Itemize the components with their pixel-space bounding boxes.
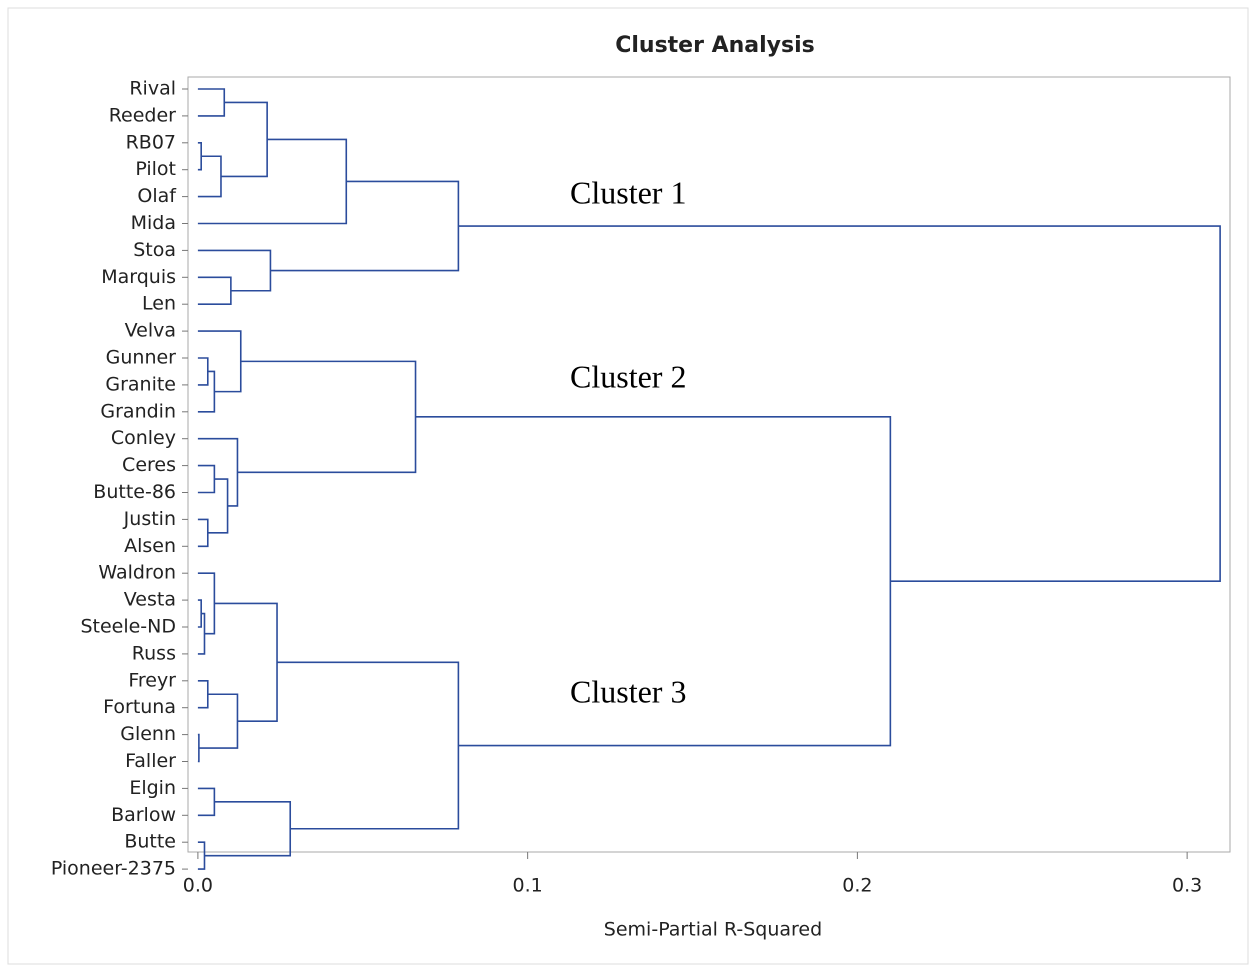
leaf-label: Ceres [122, 454, 176, 476]
leaf-label: Glenn [120, 723, 176, 745]
dendrogram-link [197, 518, 209, 548]
leaf-label: Pilot [135, 158, 176, 180]
chart-title: Cluster Analysis [615, 33, 815, 58]
x-axis-label: Semi-Partial R-Squared [604, 919, 822, 941]
dendrogram-link [220, 101, 268, 178]
dendrogram-link [214, 602, 278, 722]
leaf-label: Fortuna [103, 696, 176, 718]
leaf-label: Faller [125, 750, 176, 772]
leaf-label: Rival [129, 78, 176, 100]
leaf-label: Freyr [128, 669, 176, 691]
dendrogram-link [197, 437, 239, 507]
dendrogram-link [207, 478, 229, 534]
dendrogram-link [197, 572, 216, 635]
dendrogram-link [197, 357, 209, 386]
dendrogram-link [237, 360, 417, 474]
leaf-label: Gunner [106, 347, 177, 369]
dendrogram-link [270, 180, 460, 272]
dendrogram-link [197, 249, 272, 292]
leaf-label: Waldron [98, 562, 176, 584]
leaf-label: Pioneer-2375 [51, 858, 176, 880]
cluster-annotation: Cluster 1 [570, 174, 686, 210]
leaf-label: Barlow [111, 804, 176, 826]
leaf-label: Olaf [137, 185, 177, 207]
leaf-label: Mida [131, 212, 176, 234]
leaf-label: Justin [123, 508, 176, 530]
plot-frame [187, 76, 1231, 853]
x-tick-label: 0.2 [842, 875, 872, 897]
leaf-label: Elgin [129, 777, 176, 799]
leaf-label: Velva [125, 320, 176, 342]
leaf-label: Reeder [109, 104, 176, 126]
dendrogram-link [458, 225, 1221, 582]
dendrogram-link [197, 464, 216, 494]
cluster-annotation: Cluster 2 [570, 358, 686, 394]
leaf-label: Butte [124, 831, 176, 853]
x-tick-label: 0.1 [513, 875, 543, 897]
leaf-label: Conley [111, 427, 176, 449]
leaf-label: Marquis [101, 266, 176, 288]
leaf-label: RB07 [126, 131, 176, 153]
dendrogram-link [197, 680, 209, 709]
dendrogram-link [277, 661, 460, 830]
x-tick-label: 0.3 [1172, 875, 1202, 897]
leaf-label: Butte-86 [93, 481, 176, 503]
leaf-label: Vesta [124, 589, 176, 611]
leaf-label: Len [142, 293, 176, 315]
leaf-label: Granite [105, 373, 176, 395]
leaf-label: Steele-ND [80, 616, 176, 638]
dendrogram-link [197, 88, 226, 117]
dendrogram-link [197, 276, 232, 305]
dendrogram-link [197, 330, 242, 393]
dendrogram-link [198, 693, 239, 749]
leaf-label: Alsen [124, 535, 176, 557]
outer-border [7, 7, 1249, 965]
leaf-label: Russ [132, 642, 176, 664]
dendrogram-link [197, 733, 200, 763]
leaf-label: Stoa [133, 239, 176, 261]
cluster-annotation: Cluster 3 [570, 673, 686, 709]
dendrogram-link [197, 138, 348, 225]
dendrogram-link [197, 370, 216, 413]
dendrogram-link [204, 801, 292, 857]
dendrogram-link [197, 142, 202, 171]
leaf-label: Grandin [100, 400, 176, 422]
dendrogram-link [197, 787, 216, 817]
x-tick-label: 0.0 [183, 875, 213, 897]
dendrogram-link [197, 599, 202, 628]
dendrogram-link [197, 612, 206, 655]
dendrogram-link [197, 841, 206, 870]
